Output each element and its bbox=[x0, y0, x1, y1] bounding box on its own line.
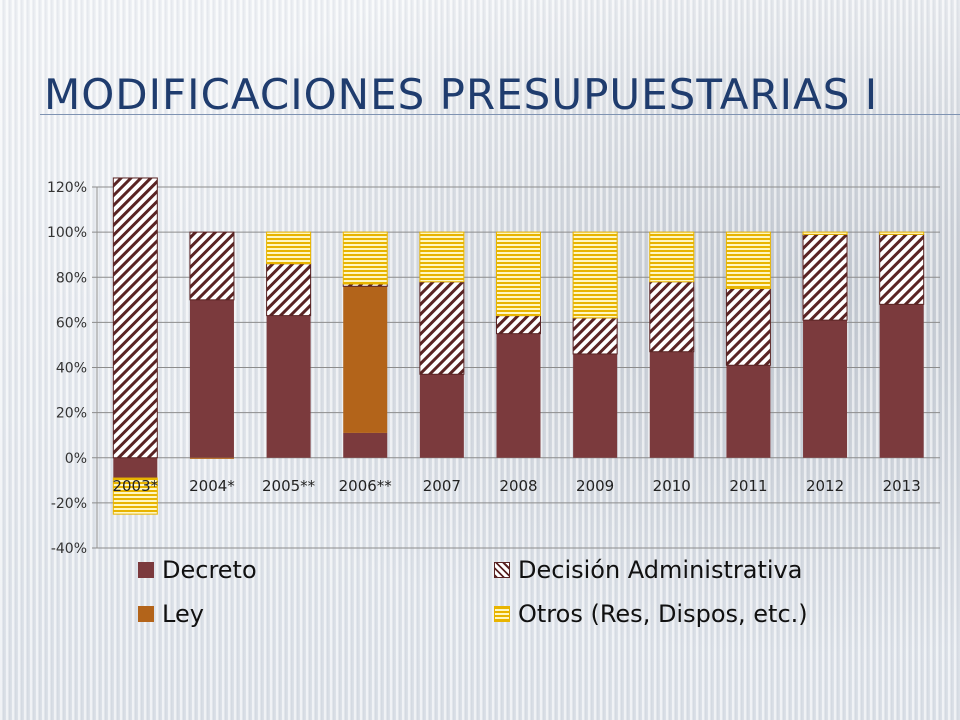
bar-segment-decreto bbox=[113, 457, 158, 479]
bar-segment-otros-res-dispos-etc bbox=[725, 231, 771, 290]
bar-segment-decreto bbox=[649, 351, 694, 458]
x-tick-label: 2012 bbox=[806, 477, 844, 495]
bar-segment-decreto bbox=[189, 299, 234, 458]
bar-segment-ley bbox=[189, 457, 234, 459]
bar-segment-decreto bbox=[573, 353, 618, 458]
x-tick-label: 2010 bbox=[653, 477, 691, 495]
x-tick-label: 2005** bbox=[262, 477, 316, 495]
x-tick-label: 2013 bbox=[883, 477, 921, 495]
y-tick-label: 120% bbox=[47, 180, 87, 196]
bar-segment-decreto bbox=[879, 304, 924, 458]
bar-segment-decisi-n-administrativa bbox=[802, 233, 848, 321]
y-tick-label: 100% bbox=[47, 225, 87, 241]
bar-segment-decisi-n-administrativa bbox=[879, 233, 925, 305]
bar-segment-decisi-n-administrativa bbox=[112, 177, 158, 459]
bar-segment-otros-res-dispos-etc bbox=[342, 231, 388, 285]
bar-segment-otros-res-dispos-etc bbox=[649, 231, 695, 283]
bar-segment-otros-res-dispos-etc bbox=[879, 231, 925, 235]
y-tick-label: 40% bbox=[56, 361, 87, 377]
bar-segment-decisi-n-administrativa bbox=[725, 288, 771, 366]
slide-title: MODIFICACIONES PRESUPUESTARIAS I bbox=[44, 70, 879, 119]
bar-segment-otros-res-dispos-etc bbox=[266, 231, 312, 265]
bar-segment-decisi-n-administrativa bbox=[496, 315, 541, 335]
bar-segment-decisi-n-administrativa bbox=[572, 317, 618, 355]
bar-segment-decreto bbox=[496, 333, 541, 458]
bar-segment-decreto bbox=[419, 374, 464, 458]
bar-segment-decisi-n-administrativa bbox=[266, 263, 312, 317]
y-tick-label: 0% bbox=[65, 451, 87, 467]
x-tick-label: 2004* bbox=[189, 477, 235, 495]
bar-segment-ley bbox=[343, 286, 388, 433]
title-divider bbox=[40, 114, 960, 115]
bar-segment-otros-res-dispos-etc bbox=[572, 231, 618, 319]
x-tick-label: 2006** bbox=[339, 477, 393, 495]
x-tick-label: 2003* bbox=[112, 477, 158, 495]
bar-segment-decreto bbox=[726, 365, 771, 458]
bar-segment-decisi-n-administrativa bbox=[419, 281, 465, 375]
y-tick-label: 80% bbox=[56, 270, 87, 286]
bar-segment-decisi-n-administrativa bbox=[649, 281, 695, 353]
x-tick-label: 2009 bbox=[576, 477, 614, 495]
bar-segment-decisi-n-administrativa bbox=[189, 231, 235, 301]
bar-segment-otros-res-dispos-etc bbox=[112, 477, 158, 515]
y-tick-label: 20% bbox=[56, 406, 87, 422]
x-tick-label: 2007 bbox=[423, 477, 461, 495]
x-tick-label: 2011 bbox=[729, 477, 767, 495]
bar-segment-otros-res-dispos-etc bbox=[802, 231, 848, 235]
y-tick-label: 60% bbox=[56, 315, 87, 331]
y-tick-label: -40% bbox=[51, 541, 87, 557]
bar-segment-otros-res-dispos-etc bbox=[419, 231, 465, 283]
y-tick-label: -20% bbox=[51, 496, 87, 512]
bar-segment-decreto bbox=[343, 432, 388, 458]
bar-segment-decreto bbox=[266, 315, 311, 458]
bar-segment-otros-res-dispos-etc bbox=[496, 231, 541, 317]
bar-segment-decreto bbox=[803, 320, 848, 458]
x-tick-label: 2008 bbox=[499, 477, 537, 495]
